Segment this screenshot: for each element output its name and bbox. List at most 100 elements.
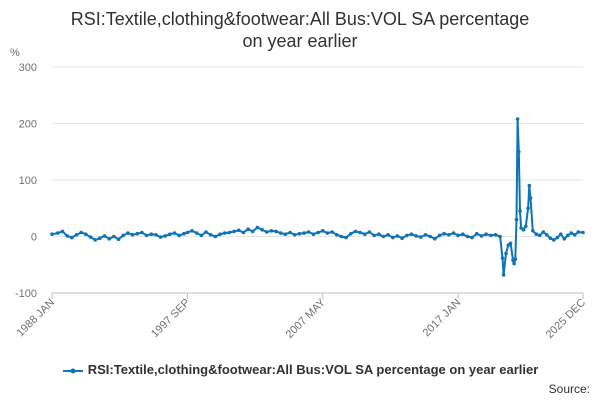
data-point[interactable] xyxy=(302,231,306,235)
data-point[interactable] xyxy=(493,233,498,237)
data-point[interactable] xyxy=(538,233,542,238)
data-point[interactable] xyxy=(107,237,111,241)
data-point[interactable] xyxy=(470,235,474,240)
data-point[interactable] xyxy=(140,230,144,235)
data-point[interactable] xyxy=(501,273,506,277)
data-point[interactable] xyxy=(149,232,153,236)
data-point[interactable] xyxy=(377,232,381,236)
data-point[interactable] xyxy=(363,232,367,236)
data-point[interactable] xyxy=(65,234,69,238)
data-point[interactable] xyxy=(325,231,330,235)
data-point[interactable] xyxy=(541,230,546,234)
data-point[interactable] xyxy=(260,227,264,232)
data-point[interactable] xyxy=(372,233,376,238)
data-point[interactable] xyxy=(199,233,204,238)
data-point[interactable] xyxy=(269,229,274,233)
data-point[interactable] xyxy=(208,233,213,237)
data-point[interactable] xyxy=(98,236,102,240)
data-point[interactable] xyxy=(70,235,74,240)
data-point[interactable] xyxy=(218,232,222,236)
data-point[interactable] xyxy=(400,236,404,240)
data-point[interactable] xyxy=(227,230,232,235)
data-point[interactable] xyxy=(514,217,519,222)
data-point[interactable] xyxy=(419,235,423,239)
data-point[interactable] xyxy=(552,238,556,242)
data-point[interactable] xyxy=(391,235,395,240)
data-point[interactable] xyxy=(442,231,446,236)
data-point[interactable] xyxy=(274,229,278,234)
data-point[interactable] xyxy=(395,234,400,238)
data-point[interactable] xyxy=(428,234,432,239)
data-point[interactable] xyxy=(116,237,121,242)
data-point[interactable] xyxy=(447,233,451,237)
data-point[interactable] xyxy=(344,235,348,240)
data-point[interactable] xyxy=(278,231,283,235)
data-point[interactable] xyxy=(569,231,574,235)
data-point[interactable] xyxy=(297,231,302,236)
data-point[interactable] xyxy=(126,231,130,235)
data-point[interactable] xyxy=(527,183,532,188)
data-point[interactable] xyxy=(213,234,218,239)
data-point[interactable] xyxy=(500,256,505,260)
data-point[interactable] xyxy=(524,224,528,229)
data-point[interactable] xyxy=(358,230,362,235)
data-point[interactable] xyxy=(367,230,372,234)
data-point[interactable] xyxy=(311,232,316,236)
data-point[interactable] xyxy=(306,230,311,234)
data-point[interactable] xyxy=(241,230,246,235)
data-point[interactable] xyxy=(349,231,353,236)
data-point[interactable] xyxy=(182,231,186,236)
data-point[interactable] xyxy=(353,229,358,234)
data-point[interactable] xyxy=(232,229,236,234)
data-point[interactable] xyxy=(555,235,560,240)
data-point[interactable] xyxy=(534,232,539,236)
data-point[interactable] xyxy=(513,257,518,261)
data-point[interactable] xyxy=(405,233,409,238)
data-point[interactable] xyxy=(515,117,520,121)
data-point[interactable] xyxy=(461,232,465,236)
data-point[interactable] xyxy=(50,232,54,236)
data-point[interactable] xyxy=(566,233,570,238)
data-point[interactable] xyxy=(409,232,414,236)
data-point[interactable] xyxy=(79,230,83,235)
data-point[interactable] xyxy=(158,235,163,239)
data-point[interactable] xyxy=(498,234,502,239)
data-point[interactable] xyxy=(414,234,418,238)
data-point[interactable] xyxy=(246,227,250,231)
data-point[interactable] xyxy=(573,233,577,237)
data-point[interactable] xyxy=(521,227,526,232)
data-point[interactable] xyxy=(508,241,513,246)
data-point[interactable] xyxy=(321,229,325,233)
data-point[interactable] xyxy=(545,233,549,237)
data-point[interactable] xyxy=(576,230,581,234)
data-point[interactable] xyxy=(283,232,288,236)
data-point[interactable] xyxy=(292,233,297,237)
data-point[interactable] xyxy=(144,233,149,238)
legend[interactable]: RSI:Textile,clothing&footwear:All Bus:VO… xyxy=(0,362,600,377)
data-point[interactable] xyxy=(465,234,470,239)
data-point[interactable] xyxy=(433,237,437,241)
data-point[interactable] xyxy=(479,234,484,238)
data-point[interactable] xyxy=(112,234,116,239)
data-point[interactable] xyxy=(423,233,428,237)
data-point[interactable] xyxy=(190,229,194,233)
data-point[interactable] xyxy=(84,232,88,236)
data-point[interactable] xyxy=(528,196,533,200)
data-point[interactable] xyxy=(531,229,535,233)
data-point[interactable] xyxy=(121,233,125,238)
data-point[interactable] xyxy=(330,230,334,234)
data-point[interactable] xyxy=(456,233,460,238)
data-point[interactable] xyxy=(93,238,97,242)
data-point[interactable] xyxy=(288,230,292,235)
data-point[interactable] xyxy=(518,209,522,213)
data-point[interactable] xyxy=(437,233,442,238)
data-point[interactable] xyxy=(559,232,563,236)
data-point[interactable] xyxy=(548,236,553,240)
data-point[interactable] xyxy=(222,231,227,235)
data-point[interactable] xyxy=(512,261,516,266)
data-point[interactable] xyxy=(484,232,488,236)
data-point[interactable] xyxy=(264,230,269,234)
data-point[interactable] xyxy=(250,229,255,234)
data-point[interactable] xyxy=(489,233,493,238)
data-point[interactable] xyxy=(504,251,508,256)
